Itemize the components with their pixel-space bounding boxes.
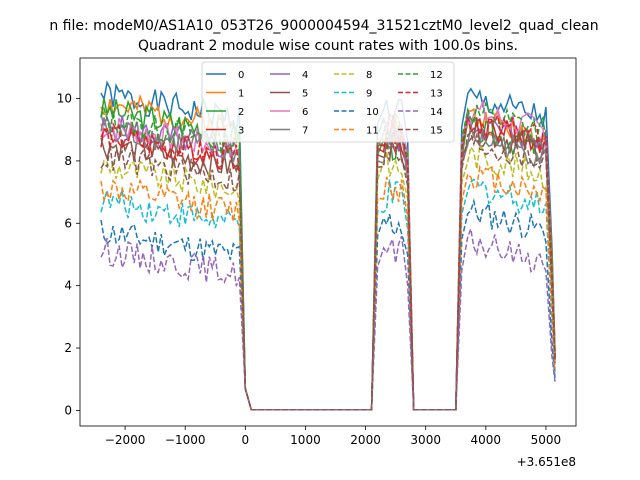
x-tick-label: −2000 (105, 433, 146, 447)
legend-box (201, 61, 455, 143)
legend-label-1: 1 (238, 89, 244, 100)
series-line-14 (100, 226, 556, 411)
x-axis-offset-label: +3.651e8 (517, 455, 576, 469)
series-line-10 (100, 198, 556, 411)
x-tick-label: 0 (242, 433, 250, 447)
legend-label-2: 2 (238, 107, 244, 118)
y-tick-label: 4 (64, 279, 72, 293)
plot-lines (100, 80, 556, 411)
x-tick-label: 2000 (350, 433, 381, 447)
y-tick-label: 10 (57, 92, 72, 106)
legend-label-15: 15 (430, 126, 443, 137)
legend-label-5: 5 (302, 89, 308, 100)
series-line-8 (100, 143, 556, 411)
series-line-11 (100, 164, 556, 411)
x-tick-label: 3000 (410, 433, 441, 447)
legend-label-0: 0 (238, 70, 244, 81)
figure-suptitle: n file: modeM0/AS1A10_053T26_9000004594_… (49, 18, 598, 34)
series-line-12 (100, 101, 556, 411)
series-line-9 (100, 178, 556, 411)
legend-label-12: 12 (430, 70, 443, 81)
x-tick-label: 4000 (471, 433, 502, 447)
y-tick-label: 0 (64, 403, 72, 417)
y-axis: 0 2 4 6 8 10 (57, 92, 80, 417)
legend-label-11: 11 (366, 126, 379, 137)
legend-label-6: 6 (302, 107, 308, 118)
legend-label-14: 14 (430, 107, 443, 118)
series-line-15 (100, 131, 556, 411)
plot-frame (79, 57, 577, 427)
y-tick-label: 2 (64, 341, 72, 355)
legend-label-13: 13 (430, 89, 443, 100)
series-line-3 (100, 112, 556, 411)
legend-label-10: 10 (366, 107, 379, 118)
legend-label-4: 4 (302, 70, 308, 81)
x-tick-label: 1000 (290, 433, 321, 447)
legend-label-3: 3 (238, 126, 244, 137)
y-tick-label: 6 (64, 216, 72, 230)
series-line-13 (100, 112, 556, 411)
chart-title: Quadrant 2 module wise count rates with … (138, 38, 518, 54)
x-tick-label: −1000 (165, 433, 206, 447)
legend-label-7: 7 (302, 126, 308, 137)
y-tick-label: 8 (64, 154, 72, 168)
x-tick-label: 5000 (531, 433, 562, 447)
x-axis: −2000 −1000 0 1000 2000 3000 4000 5000 (105, 426, 561, 447)
legend-label-8: 8 (366, 70, 372, 81)
legend-label-9: 9 (366, 89, 372, 100)
